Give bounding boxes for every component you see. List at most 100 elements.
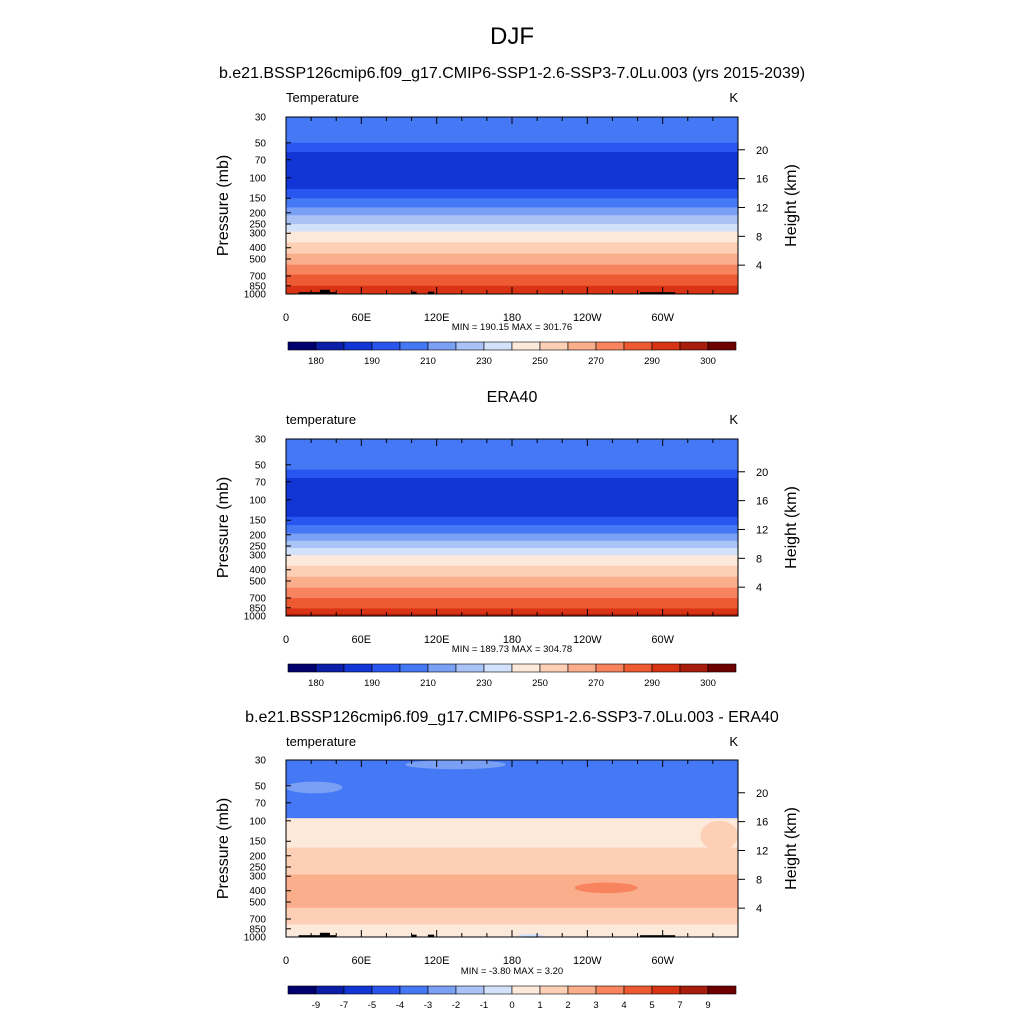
contour-blob xyxy=(700,820,739,851)
contour-band xyxy=(286,516,738,526)
colorbar-box xyxy=(651,341,681,351)
colorbar-box xyxy=(371,341,401,351)
colorbar-box xyxy=(511,341,541,351)
colorbar-box xyxy=(371,985,401,995)
colorbar-label: 290 xyxy=(644,678,660,689)
colorbar-label: 230 xyxy=(476,356,492,367)
pressure-tick-label: 850 xyxy=(249,603,266,614)
colorbar-box xyxy=(315,663,345,673)
pressure-tick-label: 1000 xyxy=(244,933,267,944)
contour-band xyxy=(286,511,738,518)
colorbar-box xyxy=(399,985,429,995)
x-tick-label: 180 xyxy=(503,312,521,324)
colorbar-box xyxy=(539,663,569,673)
contour-band xyxy=(286,274,738,287)
colorbar-box xyxy=(707,663,737,673)
colorbar-box xyxy=(315,341,345,351)
colorbar-box xyxy=(679,985,709,995)
x-tick-label: 60W xyxy=(651,955,674,967)
colorbar-box xyxy=(651,985,681,995)
height-tick-label: 4 xyxy=(756,903,762,915)
contour-band xyxy=(286,587,738,599)
contour-band xyxy=(286,555,738,567)
pressure-tick-label: 250 xyxy=(249,542,266,553)
pressure-tick-label: 200 xyxy=(249,208,266,219)
contour-band xyxy=(286,525,738,534)
height-tick-label: 16 xyxy=(756,496,768,508)
colorbar-label: 210 xyxy=(420,678,436,689)
contour-band xyxy=(286,540,738,549)
colorbar-label: -9 xyxy=(312,1000,320,1011)
colorbar-box xyxy=(679,663,709,673)
contour-blob xyxy=(574,882,638,894)
colorbar-label: 300 xyxy=(700,678,716,689)
colorbar-label: 190 xyxy=(364,678,380,689)
colorbar-box xyxy=(455,341,485,351)
colorbar-label: -5 xyxy=(368,1000,376,1011)
variable-label: temperature xyxy=(286,412,356,427)
colorbar-box xyxy=(567,985,597,995)
units-label: K xyxy=(729,90,738,105)
x-tick-label: 120W xyxy=(573,634,602,646)
height-tick-label: 8 xyxy=(756,231,762,243)
contour-band xyxy=(286,189,738,199)
colorbar-label: 2 xyxy=(565,1000,570,1011)
pressure-tick-label: 70 xyxy=(255,155,267,166)
contour-band xyxy=(286,182,738,190)
x-tick-label: 0 xyxy=(283,312,289,324)
x-tick-label: 0 xyxy=(283,955,289,967)
colorbar-label: -2 xyxy=(452,1000,460,1011)
contour-band xyxy=(286,198,738,208)
pressure-tick-label: 30 xyxy=(255,756,267,767)
topography-mask xyxy=(427,291,435,294)
colorbar-label: 300 xyxy=(700,356,716,367)
colorbar-box xyxy=(483,663,513,673)
contour-band xyxy=(286,264,738,276)
contour-band xyxy=(286,142,738,153)
colorbar-label: 5 xyxy=(649,1000,654,1011)
x-tick-label: 120E xyxy=(424,634,450,646)
height-tick-label: 8 xyxy=(756,553,762,565)
topography-mask xyxy=(298,935,337,937)
topography-mask xyxy=(319,932,330,937)
y-axis-title: Pressure (mb) xyxy=(215,477,232,578)
colorbar-label: 7 xyxy=(677,1000,682,1011)
contour-band xyxy=(286,818,738,849)
figure-subtitle: b.e21.BSSP126cmip6.f09_g17.CMIP6-SSP1-2.… xyxy=(219,65,805,82)
right-axis-title: Height (km) xyxy=(783,164,800,247)
colorbar-box xyxy=(287,341,317,351)
height-tick-label: 4 xyxy=(756,582,762,594)
colorbar-box xyxy=(483,341,513,351)
colorbar-label: 9 xyxy=(705,1000,710,1011)
colorbar-box xyxy=(539,985,569,995)
pressure-tick-label: 50 xyxy=(255,781,267,792)
pressure-tick-label: 1000 xyxy=(244,290,267,301)
contour-band xyxy=(286,469,738,479)
pressure-tick-label: 150 xyxy=(249,516,266,527)
colorbar-box xyxy=(651,663,681,673)
pressure-tick-label: 50 xyxy=(255,138,267,149)
colorbar-label: 230 xyxy=(476,678,492,689)
colorbar-label: 1 xyxy=(537,1000,542,1011)
pressure-tick-label: 200 xyxy=(249,530,266,541)
colorbar-box xyxy=(679,341,709,351)
min-max-stats: MIN = -3.80 MAX = 3.20 xyxy=(461,966,563,977)
variable-label: temperature xyxy=(286,734,356,749)
panel-title: ERA40 xyxy=(487,389,538,406)
pressure-tick-label: 700 xyxy=(249,593,266,604)
y-axis-title: Pressure (mb) xyxy=(215,155,232,256)
colorbar-box xyxy=(511,985,541,995)
contour-band xyxy=(286,907,738,925)
colorbar-box xyxy=(511,663,541,673)
height-tick-label: 20 xyxy=(756,788,768,800)
colorbar-label: 250 xyxy=(532,356,548,367)
contour-band xyxy=(286,847,738,876)
min-max-stats: MIN = 190.15 MAX = 301.76 xyxy=(452,322,572,333)
pressure-tick-label: 300 xyxy=(249,551,266,562)
y-axis-title: Pressure (mb) xyxy=(215,798,232,899)
height-tick-label: 20 xyxy=(756,467,768,479)
colorbar-box xyxy=(539,341,569,351)
contour-band xyxy=(286,548,738,556)
contour-blob xyxy=(286,781,343,794)
colorbar-box xyxy=(595,985,625,995)
